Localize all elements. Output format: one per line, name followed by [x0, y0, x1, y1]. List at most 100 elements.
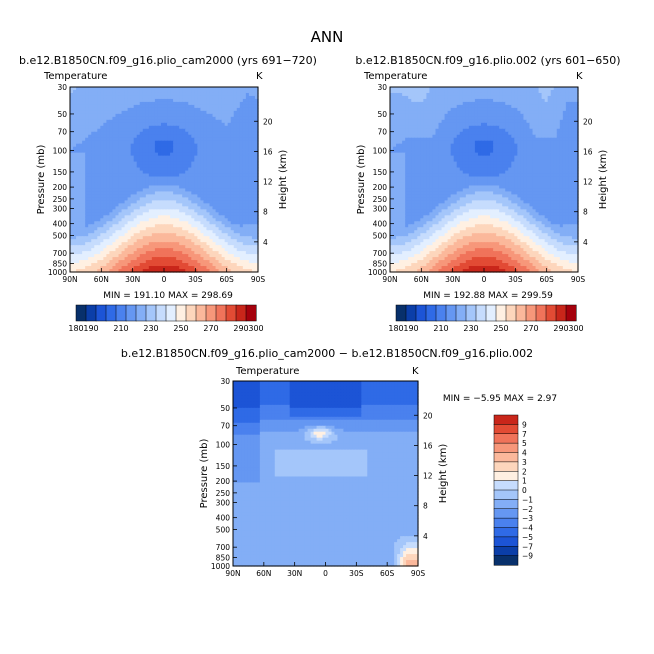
colorbar-swatch — [493, 433, 519, 444]
y-axis-label: Pressure (mb) — [356, 145, 367, 215]
colorbar-swatch — [135, 304, 147, 322]
panel-2-subtitle: Temperature — [363, 71, 427, 82]
colorbar-label: 0 — [522, 486, 527, 495]
colorbar-label: 180 — [68, 324, 83, 333]
y-tick-label: 400 — [216, 514, 231, 523]
x-tick-label: 90N — [62, 275, 77, 284]
colorbar-swatch — [105, 304, 117, 322]
y-tick-label: 30 — [377, 83, 387, 92]
colorbar-swatch — [225, 304, 237, 322]
y-tick-label: 30 — [220, 377, 230, 386]
colorbar-label: −1 — [522, 495, 533, 504]
x-tick-label: 0 — [482, 275, 487, 284]
colorbar-swatch — [475, 304, 487, 322]
colorbar-swatch — [165, 304, 177, 322]
colorbar-swatch — [565, 304, 577, 322]
colorbar-swatch — [485, 304, 497, 322]
y-right-tick-label: 12 — [583, 178, 593, 187]
y-tick-label: 70 — [57, 128, 67, 137]
colorbar-swatch — [145, 304, 157, 322]
x-tick-label: 30S — [508, 275, 523, 284]
y-right-tick-label: 8 — [263, 208, 268, 217]
colorbar-swatch — [545, 304, 557, 322]
colorbar-label: 250 — [493, 324, 508, 333]
x-tick-label: 90S — [251, 275, 266, 284]
y-tick-label: 850 — [53, 259, 68, 268]
y-tick-label: 700 — [53, 249, 68, 258]
colorbar-swatch — [395, 304, 407, 322]
page-title: ANN — [311, 28, 344, 46]
y-right-axis-label: Height (km) — [278, 150, 289, 210]
panel-2-colorbar: 180 190 210 230 250 270 290 300 — [388, 304, 584, 333]
y-right-tick-label: 8 — [423, 502, 428, 511]
panel-1-colorbar: 180 190 210 230 250 270 290 300 — [68, 304, 264, 333]
colorbar-label: 270 — [203, 324, 218, 333]
panel-3-units: K — [412, 366, 419, 377]
y-tick-label: 250 — [53, 195, 68, 204]
colorbar-label: 190 — [83, 324, 98, 333]
y-tick-label: 1000 — [368, 268, 387, 277]
colorbar-label: 290 — [553, 324, 568, 333]
colorbar-label: −7 — [522, 542, 533, 551]
x-tick-label: 30S — [188, 275, 203, 284]
x-tick-label: 60S — [380, 569, 395, 578]
colorbar-swatch — [555, 304, 567, 322]
colorbar-swatch — [215, 304, 227, 322]
y-right-tick-label: 20 — [583, 117, 593, 126]
colorbar-label: 9 — [522, 420, 527, 429]
colorbar-swatch — [95, 304, 107, 322]
y-tick-label: 30 — [57, 83, 67, 92]
y-right-tick-label: 16 — [583, 147, 593, 156]
x-tick-label: 30S — [349, 569, 364, 578]
y-axis-label: Pressure (mb) — [199, 439, 210, 509]
colorbar-swatch — [445, 304, 457, 322]
colorbar-swatch — [425, 304, 437, 322]
y-tick-label: 50 — [57, 110, 67, 119]
colorbar-swatch — [115, 304, 127, 322]
colorbar-swatch — [245, 304, 257, 322]
colorbar-label: 230 — [143, 324, 158, 333]
colorbar-swatch — [435, 304, 447, 322]
y-tick-label: 250 — [373, 195, 388, 204]
colorbar-swatch — [505, 304, 517, 322]
y-tick-label: 700 — [216, 543, 231, 552]
colorbar-label: 250 — [173, 324, 188, 333]
panel-1-subtitle: Temperature — [43, 71, 107, 82]
panel-2-field — [390, 87, 579, 273]
colorbar-label: 5 — [522, 439, 527, 448]
colorbar-swatch — [205, 304, 217, 322]
panel-2-title: b.e12.B1850CN.f09_g16.plio.002 (yrs 601−… — [355, 54, 620, 67]
colorbar-swatch — [525, 304, 537, 322]
y-tick-label: 500 — [53, 231, 68, 240]
colorbar-swatch — [465, 304, 477, 322]
colorbar-swatch — [493, 555, 519, 566]
colorbar-swatch — [493, 424, 519, 435]
y-tick-label: 200 — [53, 183, 68, 192]
colorbar-label: −5 — [522, 533, 533, 542]
panel-3-field — [233, 381, 419, 567]
colorbar-swatch — [185, 304, 197, 322]
y-tick-label: 300 — [373, 204, 388, 213]
colorbar-swatch — [493, 536, 519, 547]
y-tick-label: 70 — [377, 128, 387, 137]
y-tick-label: 100 — [53, 147, 68, 156]
x-tick-label: 90N — [225, 569, 240, 578]
y-axis-label: Pressure (mb) — [36, 145, 47, 215]
y-tick-label: 100 — [216, 441, 231, 450]
y-right-tick-label: 12 — [263, 178, 273, 187]
x-tick-label: 30N — [287, 569, 302, 578]
panel-3: b.e12.B1850CN.f09_g16.plio_cam2000 − b.e… — [121, 347, 557, 578]
y-tick-label: 400 — [373, 220, 388, 229]
y-right-tick-label: 8 — [583, 208, 588, 217]
colorbar-swatch — [493, 442, 519, 454]
x-tick-label: 0 — [162, 275, 167, 284]
panel-1-units: K — [256, 71, 263, 82]
colorbar-swatch — [493, 517, 519, 529]
x-tick-label: 90S — [411, 569, 426, 578]
y-tick-label: 150 — [373, 168, 388, 177]
colorbar-swatch — [125, 304, 137, 322]
